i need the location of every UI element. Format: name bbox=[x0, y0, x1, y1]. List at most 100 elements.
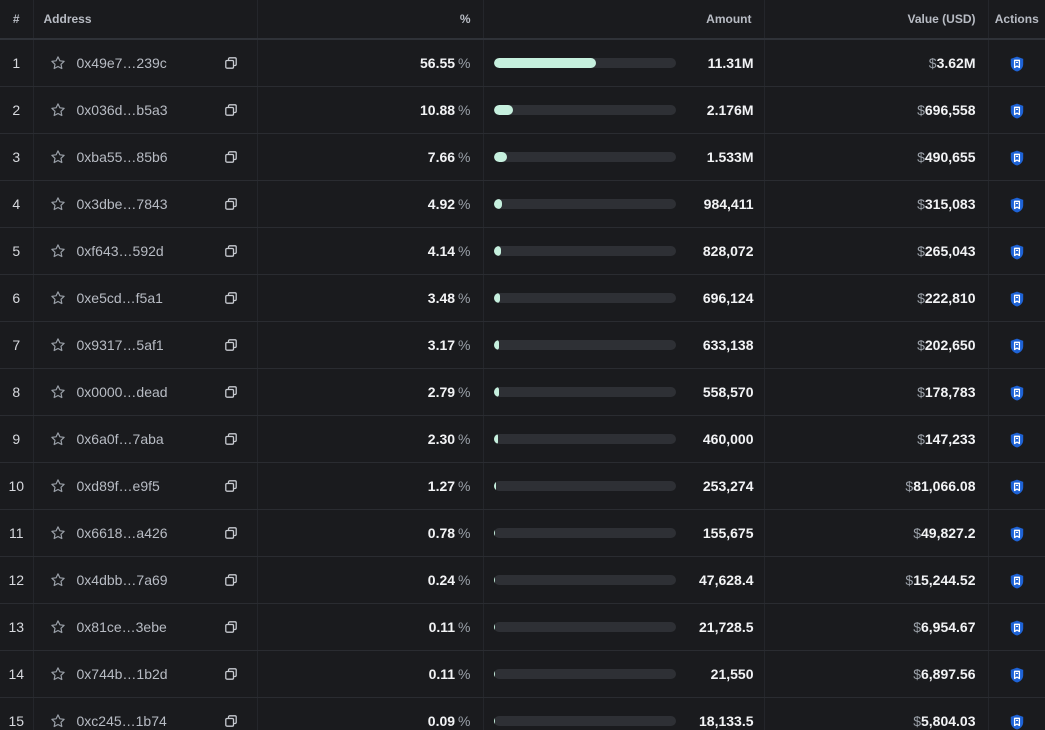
address-link[interactable]: 0xc245…1b74 bbox=[76, 713, 167, 729]
copy-icon[interactable] bbox=[224, 198, 237, 210]
shield-icon[interactable] bbox=[1010, 385, 1024, 401]
usd-value: 5,804.03 bbox=[921, 713, 976, 729]
star-icon[interactable] bbox=[50, 478, 66, 494]
header-address[interactable]: Address bbox=[33, 0, 258, 40]
amount-cell: 21,728.5 bbox=[483, 603, 765, 651]
shield-icon[interactable] bbox=[1010, 338, 1024, 354]
value-cell: $696,558 bbox=[764, 86, 989, 134]
shield-icon[interactable] bbox=[1010, 432, 1024, 448]
star-icon[interactable] bbox=[50, 149, 66, 165]
actions-cell bbox=[988, 227, 1045, 275]
amount-value: 558,570 bbox=[702, 384, 754, 400]
address-link[interactable]: 0x6a0f…7aba bbox=[76, 431, 164, 447]
star-icon[interactable] bbox=[50, 572, 66, 588]
copy-icon[interactable] bbox=[224, 339, 237, 351]
shield-icon[interactable] bbox=[1010, 667, 1024, 683]
shield-icon[interactable] bbox=[1010, 150, 1024, 166]
address-link[interactable]: 0x6618…a426 bbox=[76, 525, 168, 541]
address-link[interactable]: 0x0000…dead bbox=[76, 384, 168, 400]
shield-icon[interactable] bbox=[1010, 197, 1024, 213]
shield-icon[interactable] bbox=[1010, 620, 1024, 636]
header-rank[interactable]: # bbox=[0, 0, 34, 40]
amount-value: 1.533M bbox=[706, 149, 754, 165]
copy-icon[interactable] bbox=[224, 621, 237, 633]
percent-sign: % bbox=[458, 619, 471, 635]
rank-value: 12 bbox=[8, 572, 25, 588]
copy-icon[interactable] bbox=[224, 151, 237, 163]
address-link[interactable]: 0xf643…592d bbox=[76, 243, 164, 259]
table-row: 2 0x036d…b5a3 10.88% 2.176M $696,558 bbox=[0, 86, 1045, 134]
rank-value: 2 bbox=[12, 102, 21, 118]
percent-value: 0.11 bbox=[428, 619, 456, 635]
rank-cell: 11 bbox=[0, 509, 34, 557]
copy-icon[interactable] bbox=[224, 245, 237, 257]
percent-sign: % bbox=[458, 666, 471, 682]
star-icon[interactable] bbox=[50, 102, 66, 118]
percent-value: 0.11 bbox=[428, 666, 456, 682]
address-link[interactable]: 0xba55…85b6 bbox=[76, 149, 168, 165]
shield-icon[interactable] bbox=[1010, 244, 1024, 260]
shield-icon[interactable] bbox=[1010, 526, 1024, 542]
star-icon[interactable] bbox=[50, 55, 66, 71]
star-icon[interactable] bbox=[50, 431, 66, 447]
copy-icon[interactable] bbox=[224, 386, 237, 398]
shield-icon[interactable] bbox=[1010, 714, 1024, 730]
percent-cell: 56.55% bbox=[257, 39, 484, 87]
percent-sign: % bbox=[458, 149, 471, 165]
shield-icon[interactable] bbox=[1010, 573, 1024, 589]
shield-icon[interactable] bbox=[1010, 479, 1024, 495]
star-icon[interactable] bbox=[50, 290, 66, 306]
address-link[interactable]: 0x744b…1b2d bbox=[76, 666, 168, 682]
address-link[interactable]: 0xd89f…e9f5 bbox=[76, 478, 160, 494]
address-link[interactable]: 0x3dbe…7843 bbox=[76, 196, 168, 212]
address-link[interactable]: 0x4dbb…7a69 bbox=[76, 572, 168, 588]
percent-value: 2.79 bbox=[427, 384, 456, 400]
star-icon[interactable] bbox=[50, 384, 66, 400]
address-link[interactable]: 0x81ce…3ebe bbox=[76, 619, 167, 635]
currency-sign: $ bbox=[913, 666, 921, 682]
actions-cell bbox=[988, 556, 1045, 604]
copy-icon[interactable] bbox=[224, 668, 237, 680]
percent-sign: % bbox=[458, 337, 471, 353]
star-icon[interactable] bbox=[50, 196, 66, 212]
address-link[interactable]: 0x036d…b5a3 bbox=[76, 102, 168, 118]
header-value[interactable]: Value (USD) bbox=[764, 0, 989, 40]
usd-value: 3.62M bbox=[936, 55, 976, 71]
star-icon[interactable] bbox=[50, 525, 66, 541]
actions-cell bbox=[988, 368, 1045, 416]
amount-cell: 460,000 bbox=[483, 415, 765, 463]
copy-icon[interactable] bbox=[224, 57, 237, 69]
header-amount[interactable]: Amount bbox=[483, 0, 765, 40]
percent-value: 0.09 bbox=[427, 713, 456, 729]
table-row: 9 0x6a0f…7aba 2.30% 460,000 $147,233 bbox=[0, 415, 1045, 463]
shield-icon[interactable] bbox=[1010, 56, 1024, 72]
copy-icon[interactable] bbox=[224, 480, 237, 492]
usd-value: 222,810 bbox=[924, 290, 976, 306]
amount-value: 11.31M bbox=[707, 55, 754, 71]
copy-icon[interactable] bbox=[224, 292, 237, 304]
address-link[interactable]: 0xe5cd…f5a1 bbox=[76, 290, 163, 306]
rank-value: 1 bbox=[12, 55, 21, 71]
table-row: 4 0x3dbe…7843 4.92% 984,411 $315,083 bbox=[0, 180, 1045, 228]
address-link[interactable]: 0x9317…5af1 bbox=[76, 337, 164, 353]
star-icon[interactable] bbox=[50, 619, 66, 635]
star-icon[interactable] bbox=[50, 337, 66, 353]
percent-cell: 0.09% bbox=[257, 697, 484, 730]
percent-sign: % bbox=[458, 431, 471, 447]
copy-icon[interactable] bbox=[224, 527, 237, 539]
shield-icon[interactable] bbox=[1010, 103, 1024, 119]
shield-icon[interactable] bbox=[1010, 291, 1024, 307]
header-percent[interactable]: % bbox=[257, 0, 484, 40]
copy-icon[interactable] bbox=[224, 433, 237, 445]
percent-value: 7.66 bbox=[427, 149, 456, 165]
amount-cell: 2.176M bbox=[483, 86, 765, 134]
percent-value: 56.55 bbox=[420, 55, 456, 71]
copy-icon[interactable] bbox=[224, 574, 237, 586]
star-icon[interactable] bbox=[50, 713, 66, 729]
address-link[interactable]: 0x49e7…239c bbox=[76, 55, 167, 71]
percent-cell: 0.11% bbox=[257, 603, 484, 651]
star-icon[interactable] bbox=[50, 243, 66, 259]
star-icon[interactable] bbox=[50, 666, 66, 682]
copy-icon[interactable] bbox=[224, 715, 237, 727]
copy-icon[interactable] bbox=[224, 104, 237, 116]
